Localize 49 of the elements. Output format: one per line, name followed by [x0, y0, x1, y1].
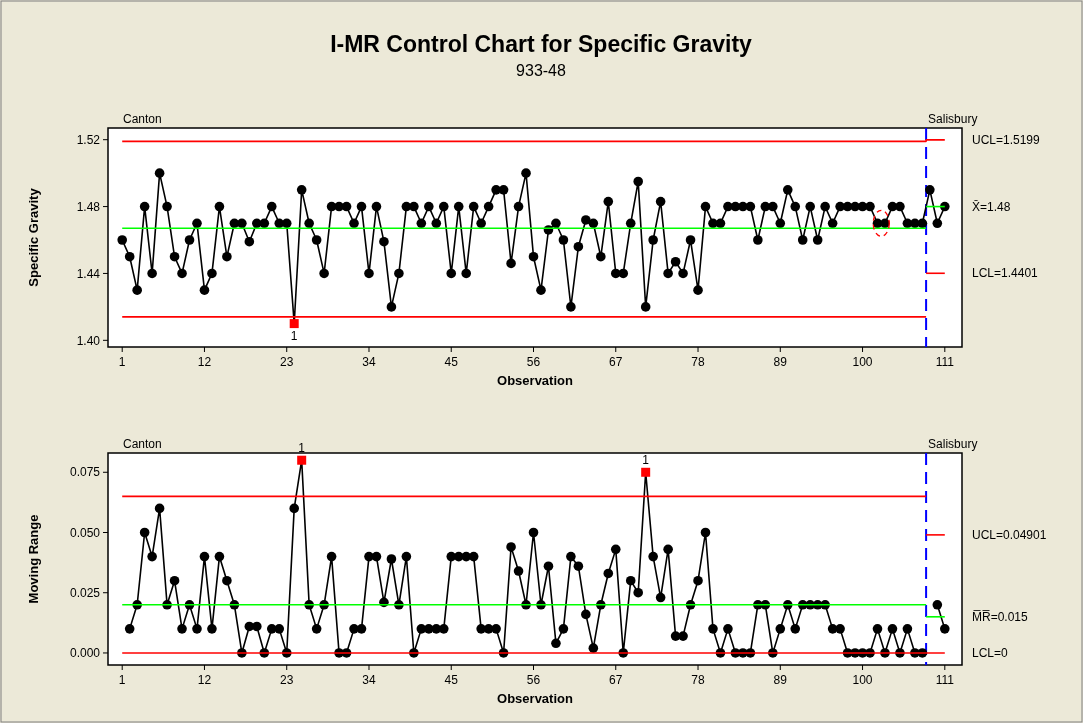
y-tick-label: 1.44	[76, 266, 101, 281]
y-tick-label: 0.050	[69, 525, 101, 540]
x-tick-label: 23	[280, 673, 294, 687]
x-tick-label: 89	[773, 673, 788, 687]
y-tick-label: 1.40	[76, 333, 101, 348]
text: X̄=1.48	[972, 199, 1011, 214]
annotation: 1	[642, 453, 650, 468]
x-tick-label: 56	[526, 355, 541, 369]
y-tick-label: 0.075	[69, 465, 101, 480]
x-tick-label: 45	[444, 355, 459, 369]
y-tick-label: 1.52	[76, 132, 101, 147]
x-tick-label: 12	[197, 355, 212, 369]
text: Salisbury	[928, 437, 978, 451]
x-tick-label: 111	[935, 355, 955, 369]
text: LCL=0	[972, 646, 1009, 661]
text: Canton	[123, 112, 162, 126]
x-tick-label: 78	[691, 673, 706, 687]
chart-subtitle: 933-48	[516, 62, 567, 79]
y-axis-title: Moving Range	[26, 514, 41, 604]
x-tick-label: 100	[852, 673, 873, 687]
x-axis-title: Observation	[497, 691, 573, 706]
y-tick-label: 0.025	[69, 585, 101, 600]
x-tick-label: 56	[526, 673, 541, 687]
x-tick-label: 67	[609, 673, 623, 687]
x-tick-label: 23	[280, 355, 294, 369]
text: Canton	[123, 437, 162, 451]
y-tick-label: 0.000	[69, 646, 101, 661]
x-tick-label: 78	[691, 355, 706, 369]
x-tick-label: 12	[197, 673, 212, 687]
text: UCL=0.04901	[972, 528, 1047, 543]
x-tick-label: 111	[935, 673, 955, 687]
x-tick-label: 34	[362, 355, 376, 369]
text: M̅R̅=0.015	[972, 610, 1029, 625]
y-axis-title: Specific Gravity	[26, 187, 41, 287]
x-tick-label: 100	[852, 355, 873, 369]
x-tick-label: 1	[118, 355, 126, 369]
x-tick-label: 89	[773, 355, 788, 369]
x-tick-label: 34	[362, 673, 376, 687]
text: Salisbury	[928, 112, 978, 126]
chart-title: I-MR Control Chart for Specific Gravity	[330, 31, 753, 57]
y-tick-label: 1.48	[76, 199, 101, 214]
x-tick-label: 1	[118, 673, 126, 687]
x-tick-label: 45	[444, 673, 459, 687]
annotation: 1	[298, 441, 306, 456]
text: LCL=1.4401	[972, 266, 1039, 281]
x-axis-title: Observation	[497, 373, 573, 388]
annotation: 1	[290, 328, 298, 343]
x-tick-label: 67	[609, 355, 623, 369]
text: UCL=1.5199	[972, 133, 1041, 148]
